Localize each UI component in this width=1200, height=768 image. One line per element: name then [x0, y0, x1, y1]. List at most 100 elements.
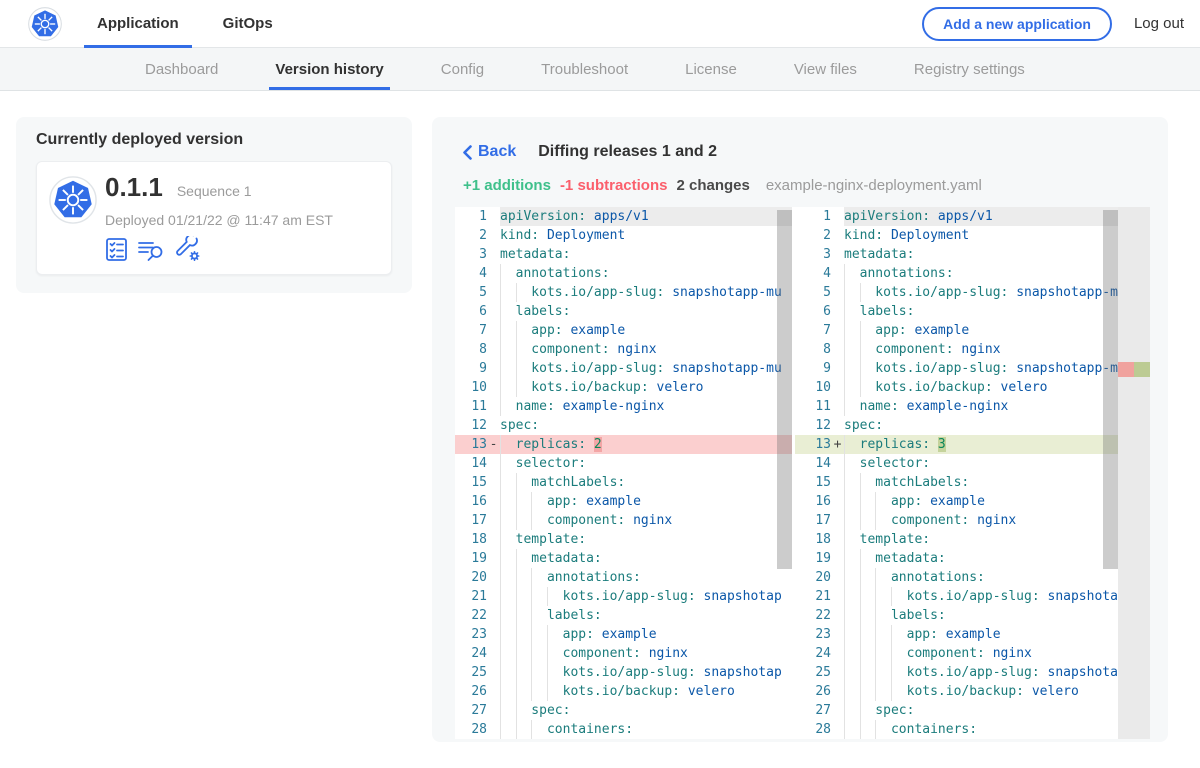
code-line: 15 matchLabels:: [795, 473, 1150, 492]
code-text: apiVersion: apps/v1: [500, 207, 792, 226]
code-line: 2 kind: Deployment: [455, 226, 792, 245]
code-line: 27 spec:: [795, 701, 1150, 720]
line-number: 4: [823, 266, 831, 281]
line-number: 11: [471, 399, 487, 414]
code-text: component: nginx: [500, 511, 673, 530]
code-text: spec:: [844, 418, 884, 433]
code-line: 7 app: example: [455, 321, 792, 340]
diff-overview-ruler[interactable]: [1118, 207, 1150, 739]
line-number: 24: [815, 646, 831, 661]
tab-gitops[interactable]: GitOps: [222, 15, 273, 32]
code-line: 22 labels:: [795, 606, 1150, 625]
diff-sign: [487, 264, 500, 283]
chevron-left-icon: [463, 144, 472, 160]
tab-view-files[interactable]: View files: [793, 60, 857, 78]
diff-modified-pane[interactable]: 1 apiVersion: apps/v1 2 kind: Deployment 3 me…: [795, 207, 1150, 739]
diff-sign: [831, 511, 844, 530]
code-text: matchLabels:: [844, 473, 970, 492]
code-text: kots.io/backup: velero: [844, 378, 1048, 397]
code-text: component: nginx: [500, 644, 688, 663]
code-text: labels:: [500, 606, 602, 625]
diff-sign: [831, 625, 844, 644]
tab-troubleshoot[interactable]: Troubleshoot: [541, 60, 629, 78]
code-text: apiVersion: apps/v1: [844, 207, 1150, 226]
tab-config[interactable]: Config: [440, 60, 485, 78]
line-number: 6: [823, 304, 831, 319]
diff-sign: [487, 302, 500, 321]
code-line: 17 component: nginx: [795, 511, 1150, 530]
code-text: kots.io/app-slug: snapshotap: [500, 663, 782, 682]
diff-sign: [831, 207, 844, 226]
code-text: component: nginx: [844, 340, 1001, 359]
code-text: kots.io/app-slug: snapshotap: [844, 663, 1126, 682]
release-notes-icon[interactable]: [105, 237, 128, 262]
diff-sign: [487, 682, 500, 701]
tab-registry-settings[interactable]: Registry settings: [913, 60, 1025, 78]
code-line: 8 component: nginx: [795, 340, 1150, 359]
code-text: selector:: [500, 454, 587, 473]
line-number: 9: [823, 361, 831, 376]
code-line: 5 kots.io/app-slug: snapshotapp-mu: [795, 283, 1150, 302]
tab-version-history[interactable]: Version history: [269, 48, 391, 90]
line-number: 25: [815, 665, 831, 680]
add-application-button[interactable]: Add a new application: [922, 6, 1112, 41]
tab-dashboard[interactable]: Dashboard: [145, 60, 219, 78]
code-line: 24 component: nginx: [455, 644, 792, 663]
view-files-icon[interactable]: [137, 237, 166, 262]
line-number: 8: [823, 342, 831, 357]
code-line: 7 app: example: [795, 321, 1150, 340]
code-text: app: example: [844, 492, 985, 511]
line-number: 7: [823, 323, 831, 338]
tab-license[interactable]: License: [685, 60, 737, 78]
diff-card: Back Diffing releases 1 and 2 +1 additio…: [432, 117, 1168, 742]
line-number: 10: [471, 380, 487, 395]
diff-original-pane[interactable]: 1 apiVersion: apps/v1 2 kind: Deployment 3 me…: [455, 207, 792, 739]
code-text: metadata:: [844, 247, 915, 262]
scrollbar-thumb[interactable]: [1103, 210, 1118, 569]
diff-sign: [487, 549, 500, 568]
diff-sign: [831, 606, 844, 625]
diff-sign: [831, 245, 844, 264]
scrollbar-thumb[interactable]: [777, 210, 792, 569]
tab-application[interactable]: Application: [84, 0, 192, 48]
top-nav-tabs: Application GitOps: [84, 0, 273, 48]
diff-sign: [831, 568, 844, 587]
line-number: 13: [471, 437, 487, 452]
line-number: 22: [471, 608, 487, 623]
diff-sign: [831, 663, 844, 682]
code-text: labels:: [500, 302, 571, 321]
diff-sign: [831, 682, 844, 701]
logout-button[interactable]: Log out: [1133, 15, 1184, 32]
code-text: component: nginx: [500, 340, 657, 359]
top-nav: Application GitOps Add a new application…: [0, 0, 1200, 48]
version-action-icons: [105, 236, 201, 262]
code-line: 21 kots.io/app-slug: snapshotap: [455, 587, 792, 606]
code-line: 23 app: example: [795, 625, 1150, 644]
code-text: name: example-nginx: [500, 397, 665, 416]
diff-title: Diffing releases 1 and 2: [538, 143, 717, 160]
deployed-card-title: Currently deployed version: [36, 131, 244, 148]
diff-sign: [831, 473, 844, 492]
back-button[interactable]: Back: [463, 143, 516, 161]
line-number: 22: [815, 608, 831, 623]
line-number: 5: [479, 285, 487, 300]
code-line: 28 containers:: [455, 720, 792, 739]
code-line: 10 kots.io/backup: velero: [795, 378, 1150, 397]
ruler-insertion-mark: [1134, 362, 1150, 377]
line-number: 17: [815, 513, 831, 528]
diff-sign: [487, 245, 500, 264]
line-number: 19: [815, 551, 831, 566]
code-text: containers:: [844, 720, 978, 739]
deployed-version-box: 0.1.1 Sequence 1 Deployed 01/21/22 @ 11:…: [36, 161, 392, 275]
code-line: 26 kots.io/backup: velero: [795, 682, 1150, 701]
code-text: labels:: [844, 302, 915, 321]
deployed-timestamp: Deployed 01/21/22 @ 11:47 am EST: [105, 212, 333, 228]
code-line: 13- replicas: 2: [455, 435, 792, 454]
additions-count: +1 additions: [463, 177, 551, 194]
code-line: 1 apiVersion: apps/v1: [795, 207, 1150, 226]
diff-sign: [487, 511, 500, 530]
line-number: 19: [471, 551, 487, 566]
edit-config-icon[interactable]: [175, 236, 201, 262]
diff-sign: [487, 340, 500, 359]
kubernetes-logo-icon: [28, 6, 62, 41]
